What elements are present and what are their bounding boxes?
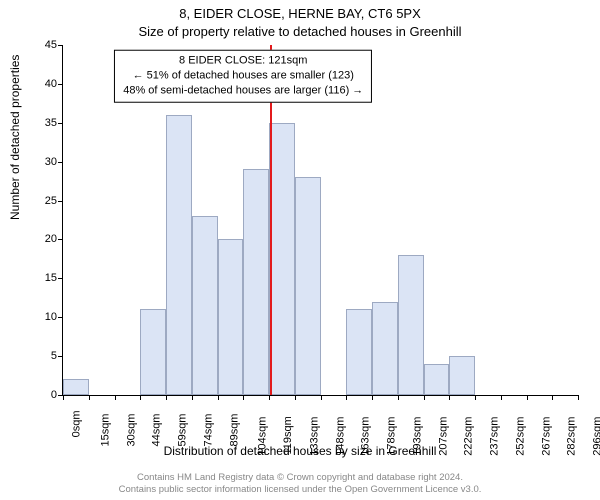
x-tick-mark	[115, 395, 116, 400]
y-tick-label: 10	[25, 311, 57, 323]
x-tick-mark	[218, 395, 219, 400]
x-tick-mark	[63, 395, 64, 400]
y-tick-label: 40	[25, 78, 57, 90]
y-tick-mark	[58, 162, 63, 163]
x-tick-mark	[166, 395, 167, 400]
x-tick-mark	[140, 395, 141, 400]
x-tick-label: 89sqm	[228, 414, 240, 447]
histogram-bar	[449, 356, 475, 395]
y-tick-label: 45	[25, 39, 57, 51]
y-tick-label: 5	[25, 350, 57, 362]
x-tick-mark	[89, 395, 90, 400]
y-tick-mark	[58, 201, 63, 202]
x-tick-label: 0sqm	[70, 410, 82, 437]
footer-text: Contains HM Land Registry data © Crown c…	[8, 472, 592, 496]
x-tick-mark	[578, 395, 579, 400]
x-tick-label: 15sqm	[99, 414, 111, 447]
x-tick-mark	[269, 395, 270, 400]
y-tick-label: 20	[25, 233, 57, 245]
x-tick-mark	[321, 395, 322, 400]
y-tick-mark	[58, 317, 63, 318]
histogram-bar	[166, 115, 192, 395]
histogram-bar	[346, 309, 372, 395]
y-tick-label: 35	[25, 117, 57, 129]
x-tick-mark	[501, 395, 502, 400]
x-tick-mark	[398, 395, 399, 400]
chart-title-sub: Size of property relative to detached ho…	[0, 24, 600, 39]
histogram-bar	[269, 123, 295, 395]
x-tick-mark	[346, 395, 347, 400]
chart-container: 8, EIDER CLOSE, HERNE BAY, CT6 5PX Size …	[0, 0, 600, 500]
y-tick-label: 0	[25, 389, 57, 401]
x-tick-mark	[372, 395, 373, 400]
histogram-bar	[398, 255, 424, 395]
histogram-bar	[140, 309, 166, 395]
annotation-line1: 8 EIDER CLOSE: 121sqm	[179, 55, 307, 67]
annotation-box: 8 EIDER CLOSE: 121sqm ← 51% of detached h…	[114, 50, 372, 103]
x-axis-label: Distribution of detached houses by size …	[0, 444, 600, 458]
y-tick-label: 30	[25, 156, 57, 168]
y-tick-mark	[58, 278, 63, 279]
x-tick-label: 59sqm	[177, 414, 189, 447]
y-tick-mark	[58, 84, 63, 85]
plot-area: 0510152025303540450sqm15sqm30sqm44sqm59s…	[62, 45, 578, 396]
y-axis-label: Number of detached properties	[8, 55, 22, 220]
annotation-line2: ← 51% of detached houses are smaller (12…	[133, 70, 354, 82]
x-tick-mark	[192, 395, 193, 400]
x-tick-label: 74sqm	[202, 414, 214, 447]
histogram-bar	[243, 169, 269, 395]
x-tick-mark	[243, 395, 244, 400]
x-tick-mark	[552, 395, 553, 400]
y-tick-label: 15	[25, 272, 57, 284]
x-tick-mark	[295, 395, 296, 400]
y-tick-label: 25	[25, 195, 57, 207]
histogram-bar	[218, 239, 244, 395]
footer-line1: Contains HM Land Registry data © Crown c…	[137, 472, 463, 483]
y-tick-mark	[58, 356, 63, 357]
x-tick-mark	[449, 395, 450, 400]
histogram-bar	[63, 379, 89, 395]
histogram-bar	[424, 364, 450, 395]
y-tick-mark	[58, 123, 63, 124]
histogram-bar	[192, 216, 218, 395]
x-tick-mark	[424, 395, 425, 400]
chart-title-main: 8, EIDER CLOSE, HERNE BAY, CT6 5PX	[0, 6, 600, 21]
x-tick-mark	[475, 395, 476, 400]
x-tick-label: 44sqm	[151, 414, 163, 447]
y-tick-mark	[58, 239, 63, 240]
x-tick-label: 30sqm	[125, 414, 137, 447]
histogram-bar	[295, 177, 321, 395]
annotation-line3: 48% of semi-detached houses are larger (…	[123, 85, 363, 97]
x-tick-mark	[527, 395, 528, 400]
footer-line2: Contains public sector information licen…	[119, 484, 482, 495]
y-tick-mark	[58, 45, 63, 46]
histogram-bar	[372, 302, 398, 395]
